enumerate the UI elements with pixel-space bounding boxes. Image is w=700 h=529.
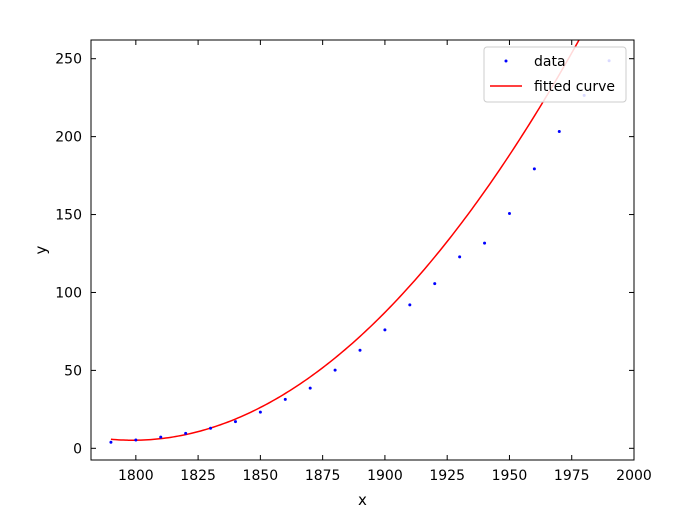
data-point: [358, 348, 362, 352]
y-axis-label: y: [32, 245, 50, 254]
data-point: [333, 368, 337, 372]
data-point: [383, 328, 387, 332]
plot-area: [91, 40, 634, 460]
legend: data fitted curve: [483, 46, 627, 103]
y-tick-label: 200: [55, 130, 82, 146]
ticks-layer: 1800 1825 1850 1875 1900 1925 1950 1975 2000 0 50 1…: [55, 40, 652, 484]
data-point: [483, 241, 487, 245]
data-point: [283, 397, 287, 401]
data-point: [233, 420, 237, 424]
legend-label: data: [534, 54, 566, 70]
x-tick-label: 1925: [429, 468, 465, 484]
x-tick-label: 2000: [616, 468, 652, 484]
x-tick-label: 1875: [305, 468, 341, 484]
data-point: [433, 282, 437, 286]
x-tick-label: 1900: [367, 468, 403, 484]
x-tick-label: 1800: [118, 468, 154, 484]
y-tick-label: 100: [55, 285, 82, 301]
x-tick-label: 1950: [492, 468, 528, 484]
plot-frame: [90, 39, 635, 461]
x-tick-label: 1850: [243, 468, 279, 484]
data-point: [134, 438, 138, 442]
y-tick-label: 50: [64, 363, 82, 379]
data-point: [159, 435, 163, 439]
data-point: [258, 410, 262, 414]
data-point: [507, 211, 511, 215]
data-point: [557, 129, 561, 133]
data-point: [184, 431, 188, 435]
legend-marker-data: [504, 59, 508, 63]
data-point: [308, 386, 312, 390]
y-tick-label: 150: [55, 208, 82, 224]
x-axis-label: x: [358, 491, 367, 509]
data-point: [109, 440, 113, 444]
x-tick-label: 1825: [180, 468, 216, 484]
data-point: [458, 255, 462, 259]
data-point: [408, 303, 412, 307]
y-tick-label: 250: [55, 52, 82, 68]
y-tick-label: 0: [73, 441, 82, 457]
legend-label: fitted curve: [534, 79, 615, 95]
x-tick-label: 1975: [554, 468, 590, 484]
legend-box: [483, 46, 627, 103]
data-point: [209, 426, 213, 430]
fitted-curve-line: [110, 40, 580, 441]
data-point: [532, 167, 536, 171]
